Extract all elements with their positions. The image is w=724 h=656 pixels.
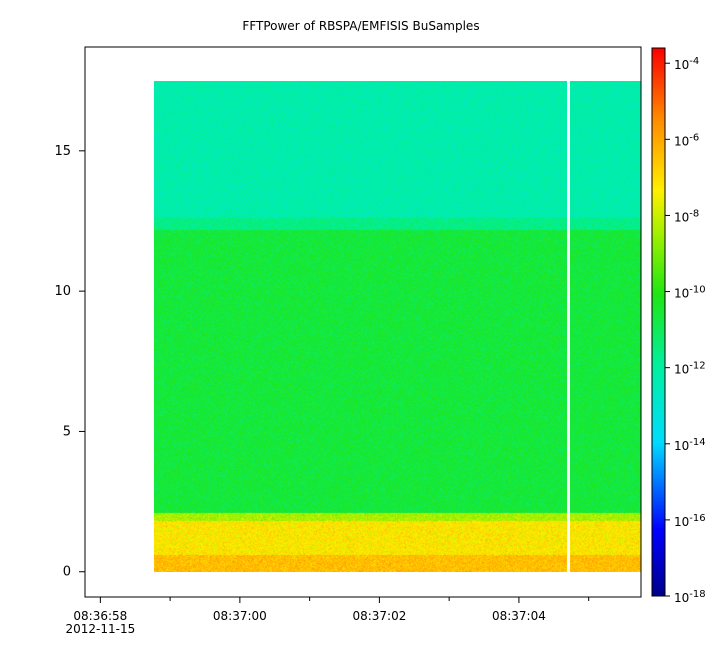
chart-title: FFTPower of RBSPA/EMFISIS BuSamples	[242, 19, 479, 33]
colorbar-tick-base: 10	[674, 363, 689, 377]
colorbar-tick-exponent: -16	[689, 513, 705, 524]
colorbar-tick-label: 10-8	[674, 208, 699, 224]
colorbar-gradient	[652, 48, 665, 596]
colorbar-tick-base: 10	[674, 287, 689, 301]
colorbar-tick-exponent: -18	[689, 589, 705, 600]
y-tick-label: 5	[63, 424, 71, 439]
plot-area	[84, 46, 642, 598]
colorbar-tick-label: 10-18	[674, 589, 706, 605]
x-tick-label: 08:37:02	[352, 609, 406, 623]
x-tick-label: 08:37:00	[213, 609, 267, 623]
plot-frame	[84, 46, 642, 598]
colorbar-tick-exponent: -14	[689, 437, 705, 448]
data-gap	[567, 81, 570, 572]
colorbar-tick-exponent: -4	[689, 56, 699, 67]
colorbar-tick-label: 10-4	[674, 56, 699, 72]
colorbar-tick-exponent: -8	[689, 208, 699, 219]
colorbar-tick-base: 10	[674, 591, 689, 605]
colorbar-tick-exponent: -6	[689, 132, 699, 143]
colorbar-tick-label: 10-16	[674, 513, 706, 529]
colorbar-tick-base: 10	[674, 210, 689, 224]
colorbar-tick-base: 10	[674, 515, 689, 529]
colorbar-frame	[651, 47, 666, 597]
colorbar-tick-label: 10-6	[674, 132, 699, 148]
colorbar-tick-base: 10	[674, 439, 689, 453]
y-tick-label: 15	[54, 144, 71, 159]
colorbar-tick-label: 10-10	[674, 285, 706, 301]
x-tick-label: 08:36:58	[73, 609, 127, 623]
heatmap-image	[154, 81, 641, 572]
colorbar-tick-label: 10-14	[674, 437, 706, 453]
colorbar-tick-base: 10	[674, 58, 689, 72]
colorbar-tick-base: 10	[674, 134, 689, 148]
x-tick-date-label: 2012-11-15	[65, 622, 135, 636]
y-axis: 0 5 10 15	[54, 144, 85, 580]
colorbar-tick-exponent: -10	[689, 285, 705, 296]
y-tick-label: 10	[54, 284, 71, 299]
y-tick-label: 0	[63, 565, 71, 580]
x-tick-label: 08:37:04	[492, 609, 546, 623]
colorbar-tick-label: 10-12	[674, 361, 706, 377]
colorbar-tick-exponent: -12	[689, 361, 705, 372]
